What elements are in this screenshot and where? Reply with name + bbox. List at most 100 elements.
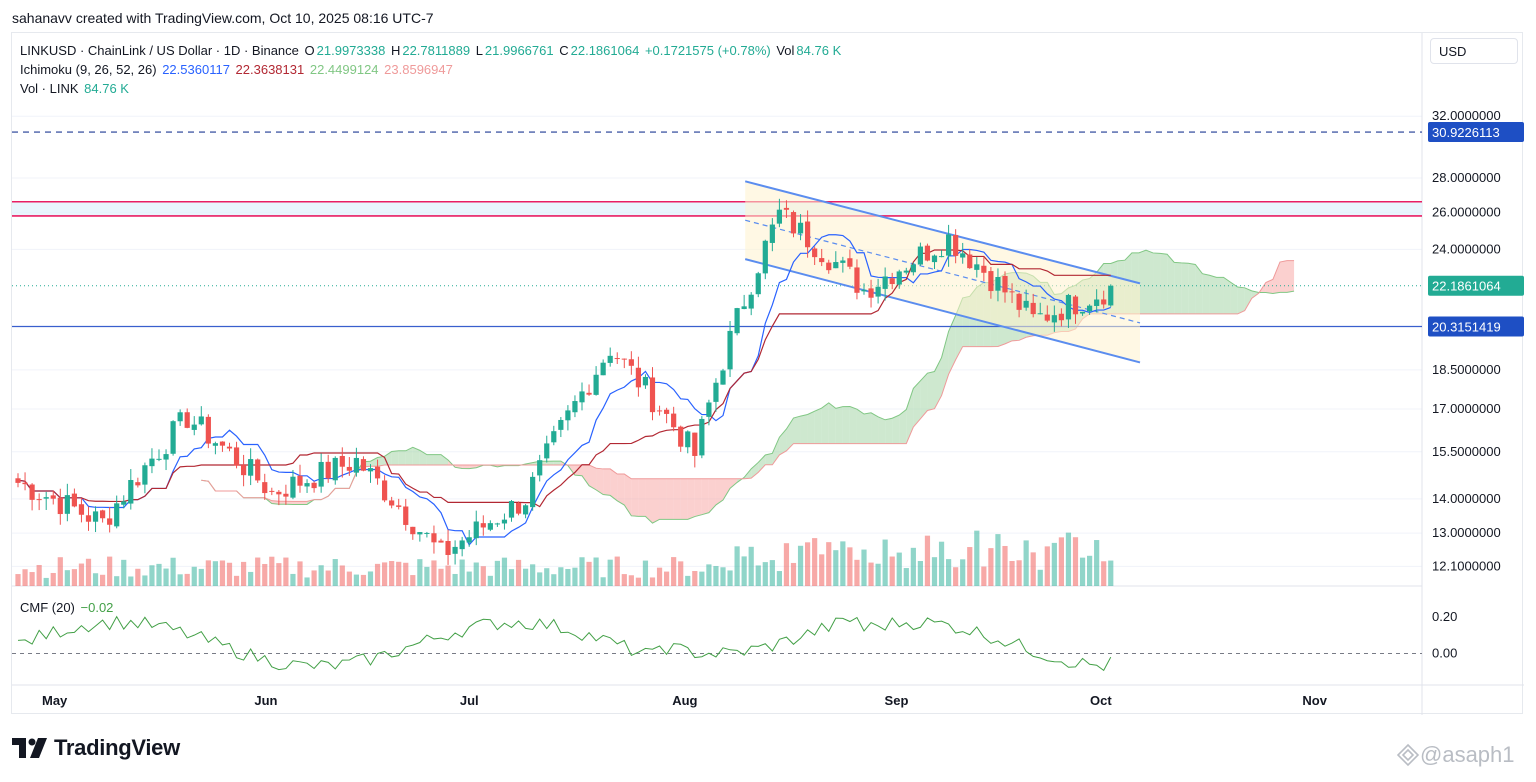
cloud-segment (1146, 250, 1154, 314)
cmf-label[interactable]: CMF (20) (20, 600, 75, 615)
volume-bar (339, 565, 345, 586)
volume-bar (396, 561, 402, 586)
cloud-segment (1272, 262, 1280, 294)
volume-bar (720, 567, 726, 586)
volume-bar (826, 542, 832, 586)
volume-bar (1002, 545, 1008, 586)
candle-body (974, 264, 980, 270)
volume-bar (107, 556, 113, 586)
candle-body (431, 533, 437, 543)
candle-body (600, 362, 606, 376)
volume-bar (248, 571, 254, 586)
candle-body (1051, 315, 1057, 323)
chart-attribution: sahanavv created with TradingView.com, O… (12, 10, 434, 26)
symbol-legend: LINKUSD · ChainLink / US Dollar · 1D · B… (20, 43, 843, 58)
volume-bar (1037, 569, 1043, 586)
volume-bar (121, 559, 127, 586)
volume-bar (727, 570, 733, 586)
vol-link-label[interactable]: Vol · LINK (20, 81, 79, 96)
volume-bar (431, 560, 437, 586)
channel-mid-line (745, 219, 1141, 324)
candle-body (769, 224, 775, 243)
candle-body (537, 460, 543, 476)
volume-bar (318, 565, 324, 586)
volume-bar (71, 569, 77, 586)
candle-body (107, 518, 113, 525)
candle-body (318, 461, 324, 487)
candle-body (515, 503, 522, 514)
candle-body (353, 457, 359, 473)
candle-body (910, 264, 916, 273)
candle-body (706, 402, 712, 417)
candle-body (1037, 313, 1043, 315)
volume-bar (579, 557, 585, 586)
cloud-segment (631, 478, 639, 517)
cloud-segment (892, 415, 900, 444)
ohlc-high: 22.7811889 (402, 43, 471, 58)
price-level-tag: 20.3151419 (1432, 320, 1501, 335)
candle-body (699, 418, 705, 456)
candle-body (283, 493, 289, 497)
cloud-segment (1181, 262, 1189, 314)
candle-body (790, 212, 797, 234)
chart-frame[interactable]: 32.0000000 28.0000000 26.0000000 24.0000000… (11, 32, 1524, 715)
cloud-segment (1153, 252, 1161, 314)
volume-bar (276, 563, 282, 586)
candle-body (931, 255, 938, 263)
volume-bar (304, 577, 310, 586)
cloud-segment (546, 461, 554, 466)
candle-body (205, 416, 211, 444)
candle-body (967, 254, 973, 269)
volume-bar (198, 568, 204, 586)
volume-bar (953, 567, 959, 586)
cloud-segment (786, 418, 794, 451)
cloud-segment (673, 478, 681, 520)
volume-bars (15, 530, 1114, 586)
candle-body (374, 466, 381, 479)
volume-bar (417, 559, 423, 586)
symbol-name[interactable]: LINKUSD · ChainLink / US Dollar · 1D · B… (20, 43, 299, 58)
cloud-segment (906, 388, 914, 444)
ichimoku-label[interactable]: Ichimoku (9, 26, 52, 26) (20, 62, 157, 77)
resistance-zone (12, 201, 1422, 216)
cloud-segment (1138, 250, 1146, 314)
cloud-segment (455, 465, 463, 469)
candle-body (586, 392, 592, 395)
volume-bar (642, 560, 649, 586)
cloud-segment (814, 408, 822, 444)
volume-bar (974, 530, 980, 586)
cmf-line (17, 615, 1112, 672)
volume-bar (424, 566, 430, 586)
volume-bar (22, 569, 28, 586)
price-axis-label: 24.0000000 (1432, 241, 1501, 256)
volume-bar (924, 535, 931, 586)
ichimoku-lead2: 23.8596947 (384, 62, 453, 77)
volume-bar (1072, 537, 1079, 586)
volume-bar (678, 561, 684, 586)
time-axis-label: Nov (1302, 693, 1327, 708)
cloud-segment (1287, 260, 1295, 293)
candle-body (494, 523, 500, 525)
candle-body (459, 540, 465, 550)
vol-link-value: 84.76 K (84, 81, 129, 96)
volume-bar (558, 567, 564, 586)
candle-body (1023, 300, 1029, 308)
candle-body (100, 510, 106, 519)
cloud-segment (1174, 262, 1182, 314)
volume-bar (981, 566, 987, 586)
ohlc-low: 21.9966761 (484, 43, 554, 58)
time-axis-label: May (42, 693, 68, 708)
ohlc-open: 21.9973338 (316, 43, 386, 58)
cloud-segment (1209, 275, 1217, 314)
diamond-icon (1396, 743, 1420, 767)
tradingview-logo[interactable]: TradingView (12, 735, 180, 761)
cloud-segment (377, 456, 385, 467)
price-chart-svg[interactable]: 32.0000000 28.0000000 26.0000000 24.0000000… (12, 33, 1524, 715)
cloud-segment (292, 501, 300, 505)
currency-selector[interactable]: USD (1430, 38, 1518, 64)
candle-body (332, 457, 338, 481)
candle-body (177, 412, 183, 422)
cloud-segment (871, 412, 879, 444)
candle-body (812, 248, 818, 258)
volume-bar (297, 561, 303, 586)
